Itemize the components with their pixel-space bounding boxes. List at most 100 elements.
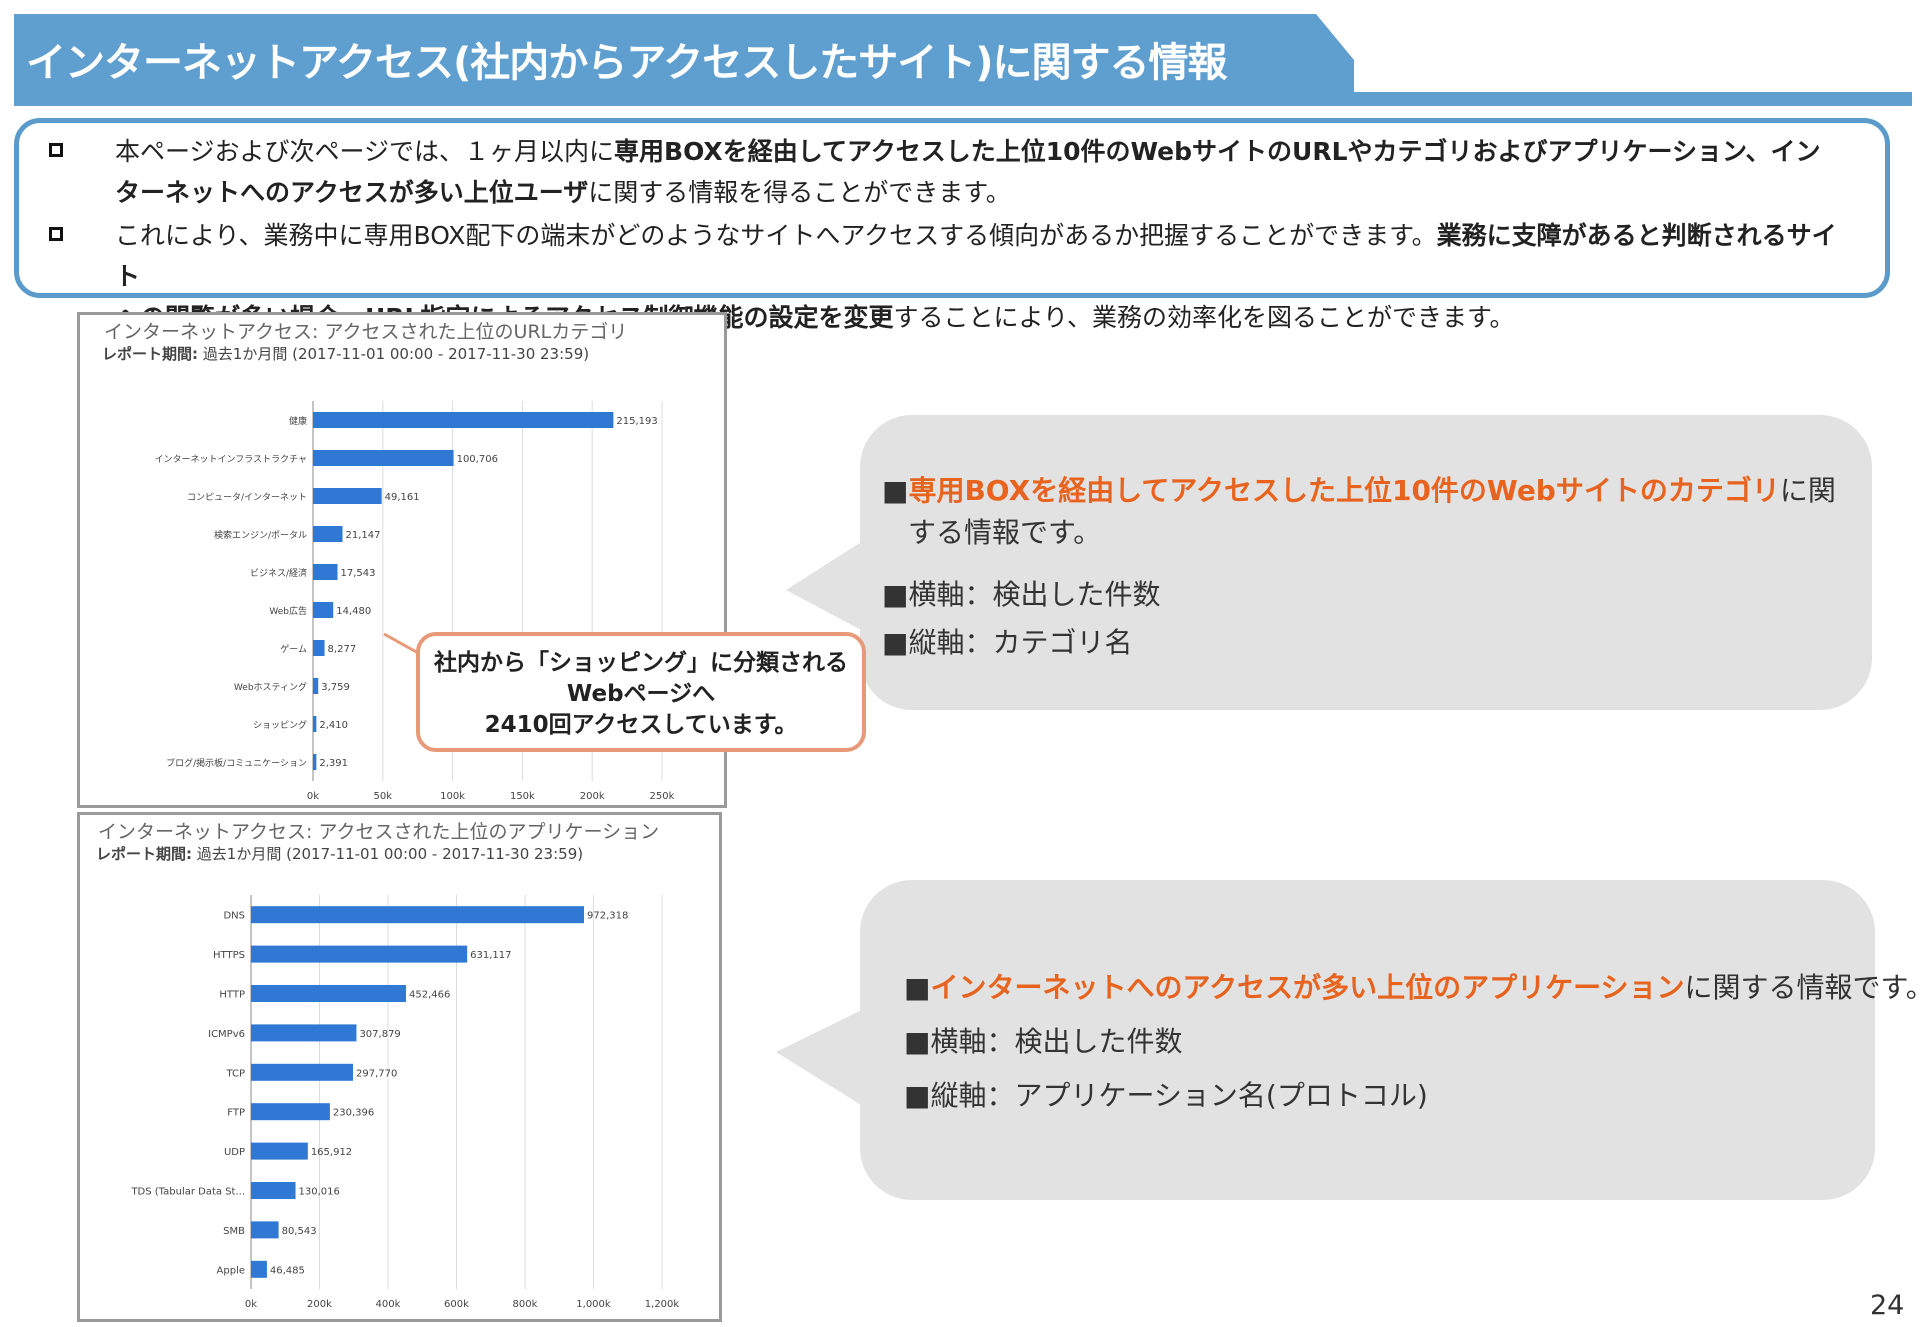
category-label: ブログ/掲示板/コミュニケーション bbox=[166, 757, 307, 769]
bubble-emphasis: 専用BOXを経由してアクセスした上位10件のWebサイトのカテゴリ bbox=[908, 474, 1780, 507]
bar bbox=[313, 716, 317, 732]
bar bbox=[251, 985, 406, 1002]
bubble-tail bbox=[786, 530, 880, 640]
shopping-callout: 社内から「ショッピング」に分類される Webページへ 2410回アクセスしていま… bbox=[416, 632, 866, 752]
category-label: FTP bbox=[227, 1108, 245, 1119]
bar bbox=[313, 526, 343, 542]
intro-emphasis: ターネットへのアクセスが多い上位ユーザ bbox=[115, 178, 589, 207]
period-label: レポート期間: bbox=[102, 345, 198, 363]
bar bbox=[251, 1221, 279, 1239]
x-tick-label: 400k bbox=[376, 1299, 401, 1310]
value-label: 14,480 bbox=[336, 606, 371, 617]
bubble-tail bbox=[776, 1000, 882, 1118]
category-label: SMB bbox=[223, 1226, 245, 1237]
bar bbox=[313, 450, 454, 466]
category-label: ビジネス/経済 bbox=[250, 567, 307, 579]
bar bbox=[313, 412, 614, 428]
callout-pointer bbox=[383, 632, 421, 656]
bubble-line: ■インターネットへのアクセスが多い上位のアプリケーションに関する情報です。 bbox=[904, 966, 1920, 1006]
chart-title: インターネットアクセス: アクセスされた上位のURLカテゴリ bbox=[104, 321, 628, 343]
chart-period: レポート期間: 過去1か月間 (2017-11-01 00:00 - 2017-… bbox=[96, 843, 583, 864]
x-tick-label: 600k bbox=[444, 1299, 469, 1310]
category-label: DNS bbox=[223, 911, 245, 922]
x-tick-label: 800k bbox=[513, 1299, 538, 1310]
period-label: レポート期間: bbox=[96, 845, 192, 863]
category-label: TCP bbox=[225, 1068, 245, 1079]
bubble-line: ■専用BOXを経由してアクセスした上位10件のWebサイトのカテゴリに関 bbox=[882, 469, 1836, 509]
category-label: ゲーム bbox=[280, 643, 307, 655]
bubble-text: に関する情報です。 bbox=[1684, 971, 1920, 1004]
bar bbox=[251, 1260, 267, 1278]
bar bbox=[313, 602, 334, 618]
chart-title: インターネットアクセス: アクセスされた上位のアプリケーション bbox=[98, 821, 660, 843]
bar bbox=[313, 488, 382, 504]
category-label: 検索エンジン/ポータル bbox=[214, 529, 307, 541]
value-label: 46,485 bbox=[270, 1265, 305, 1276]
title-banner bbox=[14, 14, 1354, 102]
x-tick-label: 1,200k bbox=[645, 1299, 680, 1310]
value-label: 80,543 bbox=[282, 1226, 317, 1237]
chart-period: レポート期間: 過去1か月間 (2017-11-01 00:00 - 2017-… bbox=[102, 343, 589, 364]
bar bbox=[251, 1182, 296, 1199]
value-label: 17,543 bbox=[340, 568, 375, 579]
period-value: 過去1か月間 (2017-11-01 00:00 - 2017-11-30 23… bbox=[196, 845, 584, 863]
intro-box: 本ページおよび次ページでは、１ヶ月以内に専用BOXを経由してアクセスした上位10… bbox=[14, 118, 1890, 332]
value-label: 297,770 bbox=[356, 1068, 397, 1079]
x-tick-label: 50k bbox=[374, 791, 393, 802]
bar bbox=[251, 945, 468, 963]
bubble-text: に関 bbox=[1779, 474, 1836, 507]
chart-plot: 0k 200k 400k 600k 800k 1,000k 1,200k DNS 972,318… bbox=[130, 895, 680, 1310]
callout-line: 社内から「ショッピング」に分類される bbox=[434, 650, 848, 676]
intro-text: することにより、業務の効率化を図ることができます。 bbox=[893, 303, 1515, 332]
x-tick-label: 1,000k bbox=[576, 1299, 611, 1310]
value-label: 3,759 bbox=[321, 682, 350, 693]
value-label: 165,912 bbox=[311, 1147, 352, 1158]
category-label: HTTP bbox=[219, 990, 245, 1001]
value-label: 452,466 bbox=[409, 990, 450, 1001]
application-info-bubble: ■インターネットへのアクセスが多い上位のアプリケーションに関する情報です。 ■横… bbox=[860, 880, 1920, 1200]
page-title: インターネットアクセス(社内からアクセスしたサイト)に関する情報 bbox=[26, 40, 1228, 86]
bar bbox=[251, 1024, 357, 1042]
category-label: ショッピング bbox=[253, 719, 307, 731]
bubble-line: する情報です。 bbox=[908, 516, 1102, 549]
category-label: Web広告 bbox=[269, 605, 307, 617]
bubble-line-x-axis: ■横軸：検出した件数 bbox=[904, 1025, 1183, 1058]
x-tick-label: 250k bbox=[650, 791, 675, 802]
x-tick-label: 150k bbox=[510, 791, 535, 802]
bubble-line-y-axis: ■縦軸：カテゴリ名 bbox=[882, 626, 1133, 659]
period-value: 過去1か月間 (2017-11-01 00:00 - 2017-11-30 23… bbox=[202, 345, 590, 363]
intro-text: 本ページおよび次ページでは、１ヶ月以内に bbox=[115, 137, 615, 166]
value-label: 215,193 bbox=[616, 416, 657, 427]
bar bbox=[313, 754, 317, 770]
intro-emphasis: 専用BOXを経由してアクセスした上位10件のWebサイトのURLやカテゴリおよび… bbox=[614, 137, 1821, 166]
x-tick-label: 200k bbox=[580, 791, 605, 802]
value-label: 230,396 bbox=[333, 1108, 374, 1119]
value-label: 972,318 bbox=[587, 911, 628, 922]
bar bbox=[313, 640, 325, 656]
bar bbox=[251, 1142, 308, 1160]
bar bbox=[251, 1103, 330, 1121]
value-label: 130,016 bbox=[299, 1187, 340, 1198]
bar bbox=[313, 678, 319, 694]
x-tick-label: 200k bbox=[307, 1299, 332, 1310]
square-bullet-icon bbox=[49, 227, 63, 241]
bubble-line-y-axis: ■縦軸：アプリケーション名(プロトコル) bbox=[904, 1079, 1428, 1112]
category-label: UDP bbox=[224, 1147, 245, 1158]
bar bbox=[251, 1063, 353, 1081]
bubble-emphasis: インターネットへのアクセスが多い上位のアプリケーション bbox=[930, 971, 1685, 1004]
callout-line: Webページへ bbox=[566, 681, 716, 707]
category-label: Webホスティング bbox=[234, 681, 307, 693]
category-label: コンピュータ/インターネット bbox=[187, 492, 307, 503]
square-mark-icon: ■ bbox=[904, 971, 931, 1004]
value-label: 8,277 bbox=[328, 644, 357, 655]
category-label: 健康 bbox=[289, 415, 307, 427]
value-label: 49,161 bbox=[385, 492, 420, 503]
x-tick-label: 0k bbox=[245, 1299, 257, 1310]
intro-emphasis: 業務に支障があると判断されるサイト bbox=[115, 221, 1837, 291]
value-label: 631,117 bbox=[470, 950, 511, 961]
title-underline bbox=[14, 92, 1912, 106]
value-label: 307,879 bbox=[359, 1029, 400, 1040]
intro-text: に関する情報を得ることができます。 bbox=[588, 178, 1011, 207]
category-info-bubble: ■専用BOXを経由してアクセスした上位10件のWebサイトのカテゴリに関 する情… bbox=[860, 415, 1872, 710]
intro-text: これにより、業務中に専用BOX配下の端末がどのようなサイトへアクセスする傾向があ… bbox=[115, 221, 1437, 250]
